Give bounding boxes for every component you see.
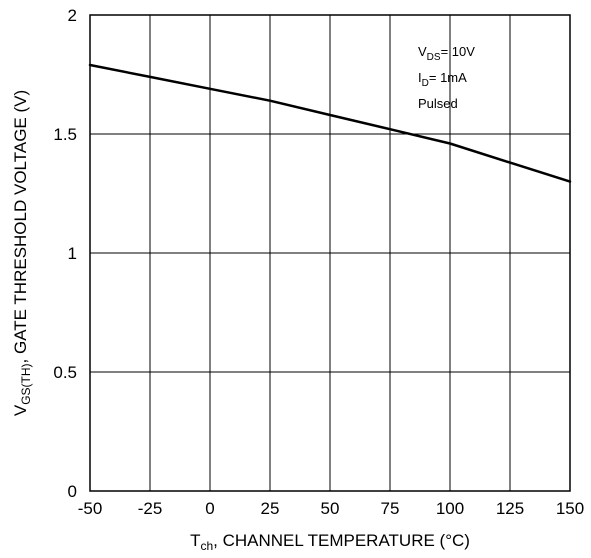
x-tick-label: 75 [381,499,400,518]
annotation-id: ID= 1mA [418,70,467,89]
y-tick-label: 1 [68,244,77,263]
y-tick-label: 0 [68,482,77,501]
x-axis-label: Tch, CHANNEL TEMPERATURE (°C) [190,531,470,553]
x-tick-label: -25 [138,499,163,518]
x-tick-label: -50 [78,499,103,518]
x-tick-label: 25 [261,499,280,518]
series-layer [88,63,572,183]
x-tick-label: 125 [496,499,524,518]
y-tick-label: 0.5 [53,363,77,382]
grid-lines [90,15,570,491]
x-tick-label: 50 [321,499,340,518]
y-tick-label: 2 [68,6,77,25]
tick-labels: -50 -25 0 25 50 75 100 125 150 0 0.5 1 1.5 2 [53,6,584,518]
legend-box: VDS= 10V ID= 1mA Pulsed [418,44,475,111]
x-tick-label: 0 [205,499,214,518]
annotation-vds: VDS= 10V [418,44,475,63]
y-tick-label: 1.5 [53,125,77,144]
y-axis-label: VGS(TH), GATE THRESHOLD VOLTAGE (V) [11,90,33,416]
x-tick-label: 100 [436,499,464,518]
annotation-pulsed: Pulsed [418,96,458,111]
plot-frame [89,14,571,492]
x-tick-label: 150 [556,499,584,518]
threshold-voltage-line [88,63,572,183]
